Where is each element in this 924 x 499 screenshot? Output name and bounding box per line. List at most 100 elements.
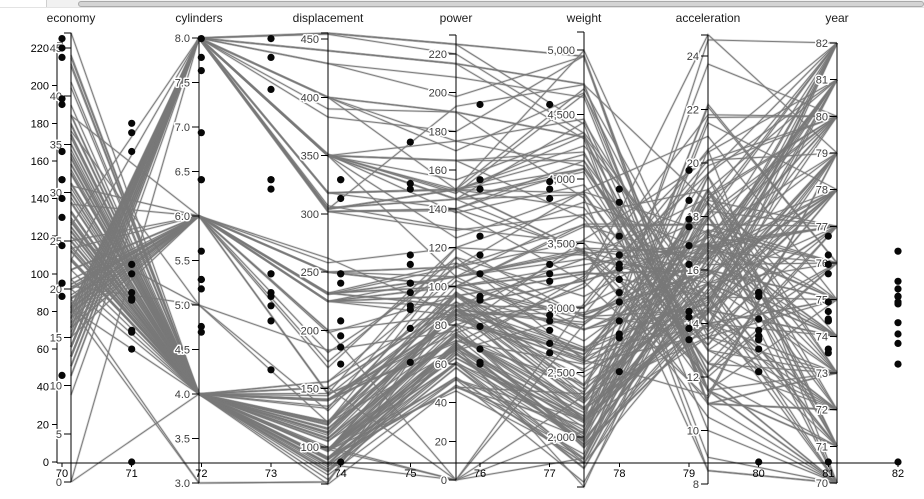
weight-tick-label: 2,500 — [547, 368, 575, 380]
outer-y-axis: 0 20 40 60 80 100 120 140 160 180 200 220 — [31, 42, 63, 469]
data-point — [476, 270, 484, 278]
data-point — [337, 176, 345, 184]
displacement-tick-label: 350 — [301, 151, 319, 163]
outer-x-tick-label: 74 — [335, 468, 347, 480]
axis-title-power: power — [439, 11, 473, 25]
data-point — [128, 289, 136, 297]
data-point — [824, 260, 832, 268]
data-point — [615, 185, 623, 193]
data-point — [685, 260, 693, 268]
data-point — [58, 292, 66, 300]
cylinders-tick-label: 5.5 — [175, 256, 190, 268]
displacement-tick-label: 300 — [301, 209, 319, 221]
data-point — [546, 349, 554, 357]
data-point — [337, 332, 345, 340]
data-point — [128, 147, 136, 156]
cylinders-tick-label: 3.5 — [175, 434, 190, 446]
year-tick-label: 72 — [816, 405, 828, 417]
data-point — [894, 360, 902, 368]
data-point — [755, 345, 763, 353]
power-tick-label: 180 — [429, 126, 447, 138]
data-point — [128, 296, 136, 304]
data-point — [128, 345, 136, 353]
power-tick-label: 100 — [429, 281, 447, 293]
year-tick-label: 81 — [816, 75, 828, 87]
outer-x-tick-label: 77 — [544, 468, 556, 480]
power-tick-label: 120 — [429, 243, 447, 255]
power-tick-label: 0 — [441, 475, 447, 487]
outer-x-tick-label: 82 — [892, 468, 904, 480]
year-tick-label: 76 — [816, 258, 828, 270]
axis-title-acceleration: acceleration — [675, 11, 741, 25]
data-point — [894, 330, 902, 338]
data-point — [267, 302, 275, 310]
data-point — [615, 251, 623, 259]
power-tick-label: 20 — [435, 436, 447, 448]
data-point — [546, 260, 554, 268]
data-point — [824, 251, 832, 259]
outer-x-tick-label: 78 — [613, 468, 625, 480]
data-point — [685, 313, 693, 321]
data-point — [685, 166, 693, 174]
scatter-dots — [58, 35, 902, 466]
data-point — [267, 289, 275, 297]
outer-y-tick-label: 100 — [31, 269, 49, 281]
weight-tick-label: 5,000 — [547, 45, 575, 57]
outer-y-tick-label: 120 — [31, 231, 49, 243]
data-point — [476, 322, 484, 331]
outer-y-tick-label: 0 — [43, 457, 49, 469]
data-point — [337, 343, 345, 351]
data-point — [685, 215, 693, 223]
data-point — [337, 317, 345, 325]
data-point — [128, 129, 136, 137]
cylinders-tick-label: 6.5 — [175, 167, 190, 179]
data-point — [58, 194, 66, 203]
data-point — [824, 345, 832, 353]
acceleration-tick-label: 8 — [693, 479, 699, 491]
data-point — [546, 326, 554, 334]
data-point — [406, 279, 414, 287]
data-point — [406, 260, 414, 268]
data-point — [894, 277, 902, 285]
data-point — [894, 298, 902, 306]
year-tick-label: 79 — [816, 148, 828, 160]
data-point — [267, 366, 275, 374]
data-point — [685, 324, 693, 332]
data-point — [755, 336, 763, 344]
cylinders-tick-label: 7.5 — [175, 78, 190, 90]
data-point — [615, 264, 623, 272]
data-point — [685, 307, 693, 316]
displacement-tick-label: 250 — [301, 267, 319, 279]
outer-x-tick-label: 70 — [56, 468, 68, 480]
power-axis: 0 20 40 60 80 100 120 140 160 180 200 220 — [427, 34, 457, 489]
axis-title-economy: economy — [46, 11, 96, 25]
data-point — [337, 270, 345, 278]
data-point — [894, 292, 902, 300]
data-point — [685, 223, 693, 231]
data-point — [58, 44, 66, 52]
data-point — [755, 315, 763, 323]
year-tick-label: 80 — [816, 111, 828, 123]
outer-x-tick-label: 80 — [753, 468, 765, 480]
data-point — [128, 270, 136, 278]
data-point — [894, 247, 902, 255]
data-point — [615, 275, 623, 284]
outer-y-tick-label: 140 — [31, 194, 49, 206]
data-point — [546, 185, 554, 193]
data-point — [615, 317, 623, 325]
data-point — [267, 270, 275, 278]
data-point — [615, 368, 623, 376]
data-point — [197, 322, 205, 331]
data-point — [58, 147, 66, 156]
data-point — [58, 371, 66, 379]
power-tick-label: 60 — [435, 359, 447, 371]
weight-axis: 2,000 2,500 3,000 3,500 4,000 4,500 5,000 — [546, 31, 585, 488]
data-point — [546, 194, 554, 203]
data-point — [58, 35, 66, 43]
outer-x-axis: 70 71 72 73 74 75 76 77 78 79 80 81 82 — [56, 462, 904, 480]
year-tick-label: 71 — [816, 441, 828, 453]
data-point — [824, 270, 832, 278]
